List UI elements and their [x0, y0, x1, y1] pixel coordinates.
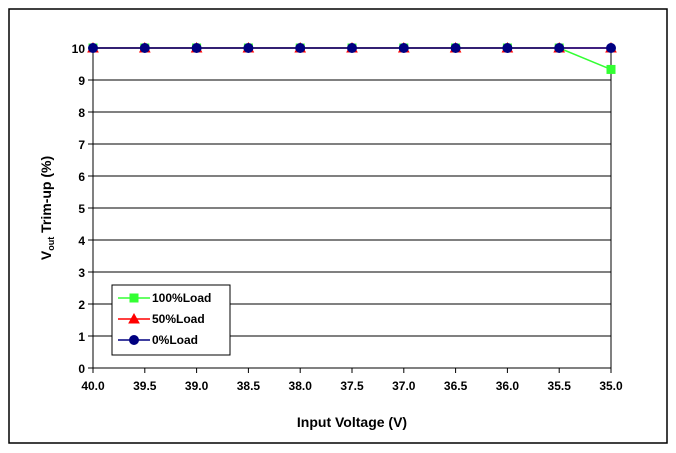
y-axis-title-main: V	[38, 250, 54, 260]
y-tick-label-5: 5	[78, 202, 85, 216]
x-tick-label-6: 37.0	[392, 379, 416, 393]
x-tick-label-9: 35.5	[548, 379, 572, 393]
y-axis-title-subscript: out	[46, 237, 56, 251]
y-tick-label-3: 3	[78, 266, 85, 280]
x-tick-label-8: 36.0	[496, 379, 520, 393]
series-2-point-9	[554, 43, 565, 53]
series-layer	[87, 41, 617, 74]
x-tick-label-4: 38.0	[289, 379, 313, 393]
series-2-point-0	[88, 43, 98, 53]
y-axis-title: Vout Trim-up (%)	[38, 156, 56, 260]
x-tick-label-1: 39.5	[133, 379, 157, 393]
series-2-point-1	[139, 43, 150, 53]
series-2	[88, 43, 616, 53]
tick-labels: 0 1 2 3 4 5 6 7 8 9 10 40.0 39.5 39.0 38.5 38.0 37.5 37.0…	[72, 42, 623, 393]
legend-label-1: 50%Load	[152, 312, 205, 326]
series-2-point-8	[502, 43, 513, 53]
x-tick-label-7: 36.5	[444, 379, 468, 393]
legend: 100%Load 50%Load 0%Load	[111, 284, 231, 356]
y-tick-label-7: 7	[78, 138, 85, 152]
y-tick-label-10: 10	[72, 42, 86, 56]
y-tick-label-0: 0	[78, 362, 85, 376]
y-tick-label-9: 9	[78, 74, 85, 88]
series-2-point-2	[191, 43, 202, 53]
series-2-point-7	[450, 43, 461, 53]
x-tick-label-3: 38.5	[237, 379, 261, 393]
legend-label-0: 100%Load	[152, 291, 211, 305]
x-axis-title: Input Voltage (V)	[297, 414, 407, 430]
series-2-point-4	[295, 43, 306, 53]
y-tick-label-2: 2	[78, 298, 85, 312]
x-tick-label-10: 35.0	[599, 379, 623, 393]
series-2-point-6	[398, 43, 409, 53]
series-2-point-3	[243, 43, 254, 53]
x-tick-label-0: 40.0	[81, 379, 105, 393]
y-tick-label-6: 6	[78, 170, 85, 184]
legend-marker-0	[129, 293, 139, 303]
series-2-point-5	[347, 43, 357, 53]
legend-marker-2	[129, 335, 139, 345]
series-0-point-10	[606, 64, 616, 74]
legend-marker-1	[128, 312, 140, 324]
series-2-point-10	[606, 43, 616, 53]
y-tick-label-4: 4	[78, 234, 85, 248]
x-tick-label-5: 37.5	[340, 379, 364, 393]
x-tick-label-2: 39.0	[185, 379, 209, 393]
y-tick-label-1: 1	[78, 330, 85, 344]
legend-label-2: 0%Load	[152, 333, 198, 347]
y-tick-label-8: 8	[78, 106, 85, 120]
y-axis-title-rest: Trim-up (%)	[38, 156, 54, 237]
